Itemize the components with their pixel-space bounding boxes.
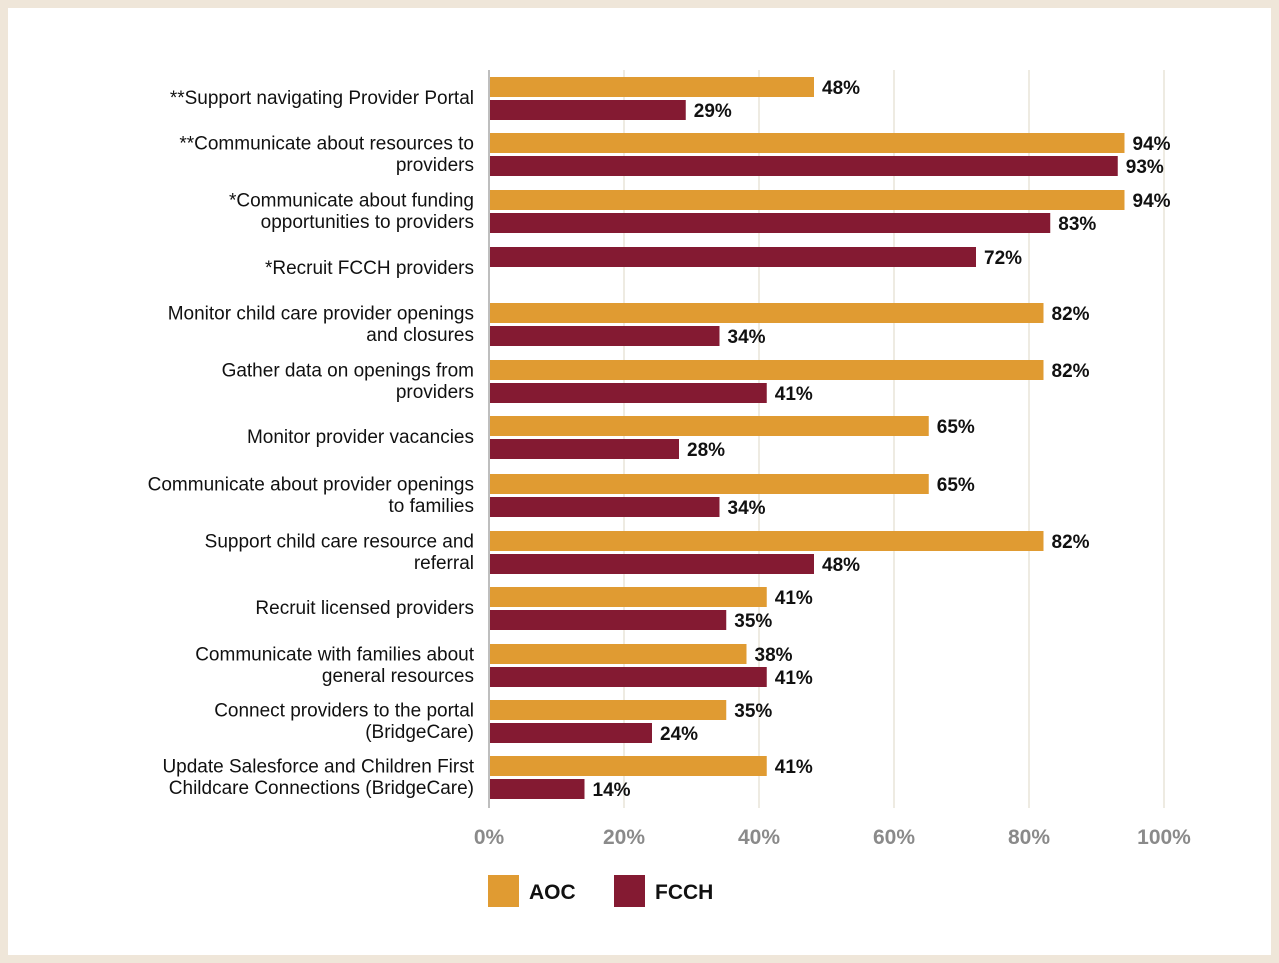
- category-label: Connect providers to the portal (BridgeCa…: [214, 700, 474, 743]
- category-label: Monitor child care provider openings and …: [168, 303, 474, 346]
- x-axis-ticks: 0% 20% 40% 60% 80% 100%: [474, 826, 1191, 849]
- data-label: 72%: [984, 248, 1022, 269]
- data-label: 82%: [1052, 361, 1090, 382]
- x-tick-label: 60%: [873, 826, 915, 849]
- bar-aoc: [490, 133, 1125, 153]
- bar-fcch: [490, 383, 767, 403]
- bar-fcch: [490, 100, 686, 120]
- x-tick-label: 20%: [603, 826, 645, 849]
- bar-fcch: [490, 247, 976, 267]
- category-label: Recruit licensed providers: [255, 598, 474, 619]
- bar-aoc: [490, 756, 767, 776]
- bar-fcch: [490, 156, 1118, 176]
- x-tick-label: 40%: [738, 826, 780, 849]
- data-label: 29%: [694, 101, 732, 122]
- category-label: Communicate about provider openings to fa…: [148, 474, 474, 517]
- category-labels: **Support navigating Provider Portal **Co…: [148, 88, 475, 799]
- data-label: 35%: [734, 611, 772, 632]
- legend: AOC FCCH: [488, 875, 713, 907]
- category-label: Monitor provider vacancies: [247, 427, 474, 448]
- data-label: 41%: [775, 588, 813, 609]
- data-label: 34%: [728, 327, 766, 348]
- bar-aoc: [490, 587, 767, 607]
- bar-fcch: [490, 779, 585, 799]
- legend-swatch-fcch: [614, 875, 645, 907]
- x-tick-label: 0%: [474, 826, 505, 849]
- legend-label-fcch: FCCH: [655, 881, 713, 904]
- category-label: **Communicate about resources to provider…: [179, 133, 474, 176]
- bar-fcch: [490, 497, 720, 517]
- data-label: 24%: [660, 724, 698, 745]
- category-label: Gather data on openings from providers: [222, 360, 474, 403]
- data-label: 35%: [734, 701, 772, 722]
- category-label: *Communicate about funding opportunities …: [229, 190, 474, 233]
- bar-fcch: [490, 439, 679, 459]
- bar-aoc: [490, 190, 1125, 210]
- x-tick-label: 100%: [1137, 826, 1191, 849]
- category-label: **Support navigating Provider Portal: [170, 88, 474, 109]
- value-labels: 48%29%94%93%94%83%72%82%34%82%41%65%28%6…: [593, 78, 1171, 801]
- bar-aoc: [490, 700, 727, 720]
- legend-label-aoc: AOC: [529, 881, 576, 904]
- legend-swatch-aoc: [488, 875, 519, 907]
- data-label: 48%: [822, 78, 860, 99]
- bar-aoc: [490, 531, 1044, 551]
- bar-aoc: [490, 360, 1044, 380]
- data-label: 28%: [687, 440, 725, 461]
- data-label: 41%: [775, 668, 813, 689]
- category-label: Support child care resource and referral: [205, 531, 474, 574]
- data-label: 34%: [728, 498, 766, 519]
- data-label: 82%: [1052, 532, 1090, 553]
- bars: [490, 77, 1125, 799]
- data-label: 83%: [1058, 214, 1096, 235]
- data-label: 14%: [593, 780, 631, 801]
- bar-aoc: [490, 474, 929, 494]
- x-tick-label: 80%: [1008, 826, 1050, 849]
- bar-aoc: [490, 644, 747, 664]
- category-label: Communicate with families about general r…: [195, 644, 475, 687]
- bar-fcch: [490, 667, 767, 687]
- bar-chart: **Support navigating Provider Portal **Co…: [148, 70, 1191, 907]
- bar-aoc: [490, 303, 1044, 323]
- data-label: 94%: [1133, 134, 1171, 155]
- data-label: 38%: [755, 645, 793, 666]
- category-label: *Recruit FCCH providers: [265, 258, 474, 279]
- bar-aoc: [490, 77, 814, 97]
- data-label: 41%: [775, 384, 813, 405]
- data-label: 93%: [1126, 157, 1164, 178]
- data-label: 65%: [937, 475, 975, 496]
- bar-fcch: [490, 610, 727, 630]
- bar-fcch: [490, 213, 1051, 233]
- bar-fcch: [490, 326, 720, 346]
- data-label: 94%: [1133, 191, 1171, 212]
- data-label: 65%: [937, 417, 975, 438]
- category-label: Update Salesforce and Children First Chil…: [162, 756, 474, 799]
- bar-fcch: [490, 723, 652, 743]
- data-label: 41%: [775, 757, 813, 778]
- chart-panel: **Support navigating Provider Portal **Co…: [8, 8, 1271, 955]
- bar-fcch: [490, 554, 814, 574]
- data-label: 48%: [822, 555, 860, 576]
- bar-aoc: [490, 416, 929, 436]
- data-label: 82%: [1052, 304, 1090, 325]
